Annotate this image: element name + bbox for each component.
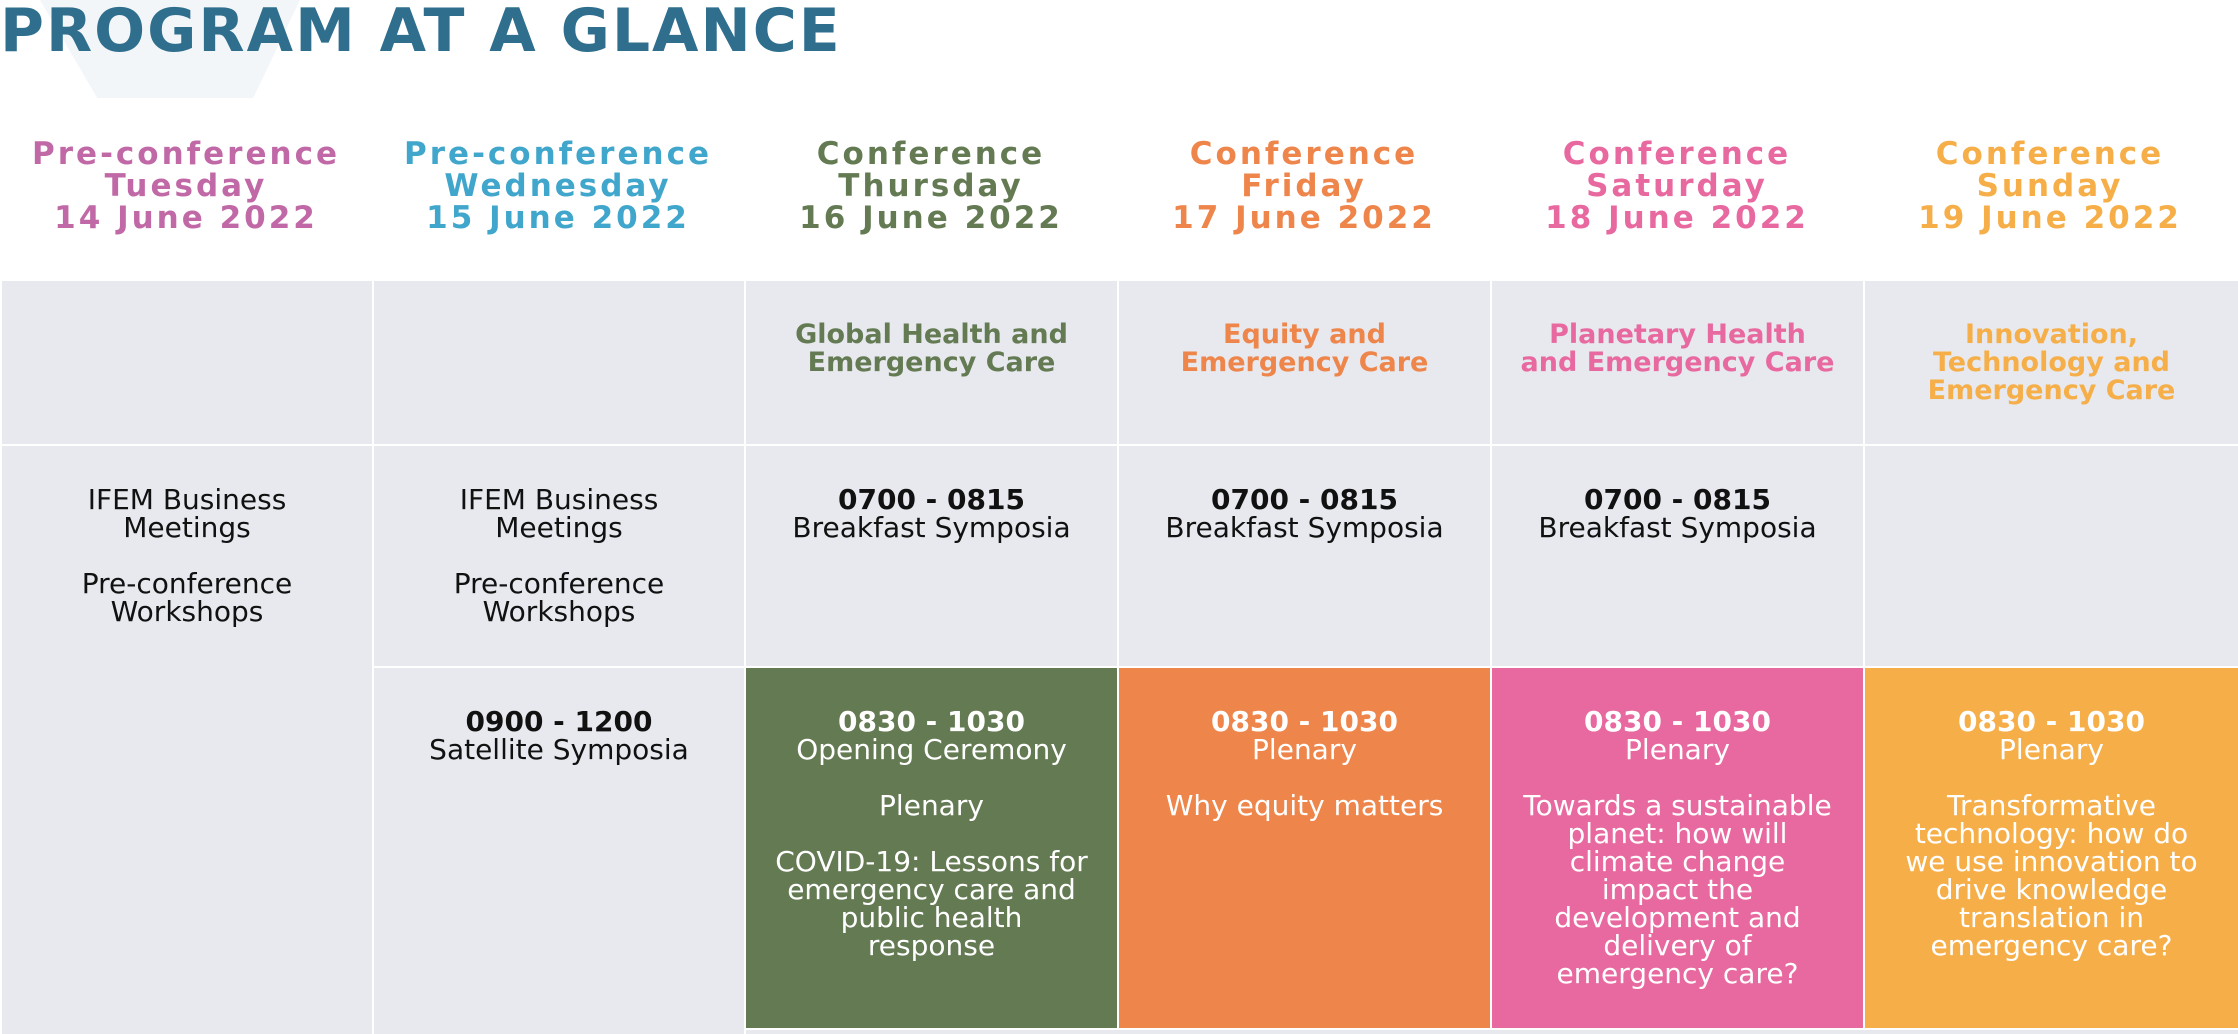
day-header-tuesday: Pre-conference Tuesday 14 June 2022	[0, 138, 372, 234]
day-weekday: Saturday	[1586, 168, 1768, 204]
day-date: 15 June 2022	[426, 200, 690, 236]
session-time: 0700 - 0815	[838, 483, 1025, 516]
breakfast-thursday: 0700 - 0815 Breakfast Symposia	[746, 446, 1117, 666]
day-date: 19 June 2022	[1918, 200, 2182, 236]
theme-cell-sunday: Innovation, Technology and Emergency Car…	[1865, 281, 2238, 444]
session-topic: Towards a sustainable	[1523, 789, 1832, 822]
session-topic: drive knowledge	[1935, 873, 2168, 906]
day-header-wednesday: Pre-conference Wednesday 15 June 2022	[372, 138, 744, 234]
theme-cell-thursday: Global Health and Emergency Care	[746, 281, 1117, 444]
session-label: Breakfast Symposia	[1538, 511, 1817, 544]
session-topic: technology: how do	[1914, 817, 2189, 850]
session-topic: translation in	[1959, 901, 2144, 934]
theme-line: Planetary Health	[1549, 319, 1806, 350]
session-label: Breakfast Symposia	[1165, 511, 1444, 544]
day-header-friday: Conference Friday 17 June 2022	[1118, 138, 1490, 234]
day-type: Pre-conference	[32, 136, 340, 172]
theme-line: Emergency Care	[1927, 375, 2176, 406]
session-topic: impact the	[1601, 873, 1754, 906]
schedule-grid: Global Health and Emergency Care Equity …	[0, 281, 2238, 1034]
activity-line: IFEM Business	[459, 483, 659, 516]
session-time: 0830 - 1030	[1584, 705, 1771, 738]
theme-cell-friday: Equity and Emergency Care	[1119, 281, 1490, 444]
bottom-strip	[746, 1030, 2238, 1034]
theme-line: and Emergency Care	[1520, 347, 1835, 378]
session-topic: development and	[1554, 901, 1801, 934]
session-topic: public health	[840, 901, 1023, 934]
day-type: Conference	[816, 136, 1046, 172]
day-date: 17 June 2022	[1172, 200, 1436, 236]
session-label: Plenary	[1625, 733, 1730, 766]
session-label: Plenary	[1252, 733, 1357, 766]
theme-cell-saturday: Planetary Health and Emergency Care	[1492, 281, 1863, 444]
session-topic: emergency care?	[1930, 929, 2173, 962]
day-header-thursday: Conference Thursday 16 June 2022	[745, 138, 1117, 234]
day-type: Pre-conference	[404, 136, 712, 172]
page-title: PROGRAM AT A GLANCE	[0, 0, 842, 66]
session-label: Opening Ceremony	[796, 733, 1067, 766]
session-topic: emergency care?	[1556, 957, 1799, 990]
day-weekday: Wednesday	[444, 168, 672, 204]
session-time: 0830 - 1030	[1211, 705, 1398, 738]
theme-line: Innovation,	[1964, 319, 2139, 350]
day-weekday: Sunday	[1976, 168, 2124, 204]
session-topic: we use innovation to	[1905, 845, 2198, 878]
session-topic: climate change	[1569, 845, 1786, 878]
session-topic: delivery of	[1603, 929, 1752, 962]
theme-line: Technology and	[1932, 347, 2171, 378]
activity-line: Workshops	[110, 595, 264, 628]
breakfast-friday: 0700 - 0815 Breakfast Symposia	[1119, 446, 1490, 666]
breakfast-saturday: 0700 - 0815 Breakfast Symposia	[1492, 446, 1863, 666]
day-header-saturday: Conference Saturday 18 June 2022	[1491, 138, 1863, 234]
day-date: 18 June 2022	[1545, 200, 1809, 236]
wednesday-satellite: 0900 - 1200 Satellite Symposia	[374, 668, 744, 1034]
theme-line: Equity and	[1223, 319, 1386, 350]
session-topic: Why equity matters	[1165, 789, 1444, 822]
activity-line: IFEM Business	[87, 483, 287, 516]
session-thursday: 0830 - 1030 Opening Ceremony Plenary COV…	[746, 668, 1117, 1028]
session-label: Satellite Symposia	[429, 733, 689, 766]
wednesday-activities: IFEM Business Meetings Pre-conference Wo…	[374, 446, 744, 666]
session-time: 0700 - 0815	[1584, 483, 1771, 516]
session-time: 0830 - 1030	[838, 705, 1025, 738]
day-weekday: Tuesday	[104, 168, 268, 204]
day-date: 14 June 2022	[54, 200, 318, 236]
activity-line: Meetings	[123, 511, 251, 544]
session-time: 0900 - 1200	[465, 705, 653, 738]
session-topic: COVID-19: Lessons for	[775, 845, 1088, 878]
day-type: Conference	[1935, 136, 2165, 172]
session-topic: planet: how will	[1567, 817, 1788, 850]
day-type: Conference	[1562, 136, 1792, 172]
day-weekday: Thursday	[838, 168, 1024, 204]
theme-line: Emergency Care	[1180, 347, 1429, 378]
breakfast-sunday-empty	[1865, 446, 2238, 666]
tuesday-activities: IFEM Business Meetings Pre-conference Wo…	[2, 446, 372, 1034]
session-saturday: 0830 - 1030 Plenary Towards a sustainabl…	[1492, 668, 1863, 1028]
activity-line: Pre-conference	[81, 567, 293, 600]
day-type: Conference	[1189, 136, 1419, 172]
theme-cell-tuesday	[2, 281, 372, 444]
session-topic: Transformative	[1947, 789, 2156, 822]
session-label: Plenary	[1999, 733, 2104, 766]
day-weekday: Friday	[1241, 168, 1367, 204]
day-header-sunday: Conference Sunday 19 June 2022	[1864, 138, 2236, 234]
session-label: Breakfast Symposia	[792, 511, 1071, 544]
session-time: 0830 - 1030	[1958, 705, 2145, 738]
day-date: 16 June 2022	[799, 200, 1063, 236]
session-topic: response	[867, 929, 996, 962]
session-friday: 0830 - 1030 Plenary Why equity matters	[1119, 668, 1490, 1028]
session-topic: emergency care and	[787, 873, 1076, 906]
session-time: 0700 - 0815	[1211, 483, 1398, 516]
theme-line: Global Health and	[795, 319, 1068, 350]
theme-line: Emergency Care	[807, 347, 1056, 378]
activity-line: Workshops	[482, 595, 636, 628]
session-label: Plenary	[879, 789, 984, 822]
activity-line: Pre-conference	[453, 567, 665, 600]
activity-line: Meetings	[495, 511, 623, 544]
session-sunday: 0830 - 1030 Plenary Transformative techn…	[1865, 668, 2238, 1028]
theme-cell-wednesday	[374, 281, 744, 444]
